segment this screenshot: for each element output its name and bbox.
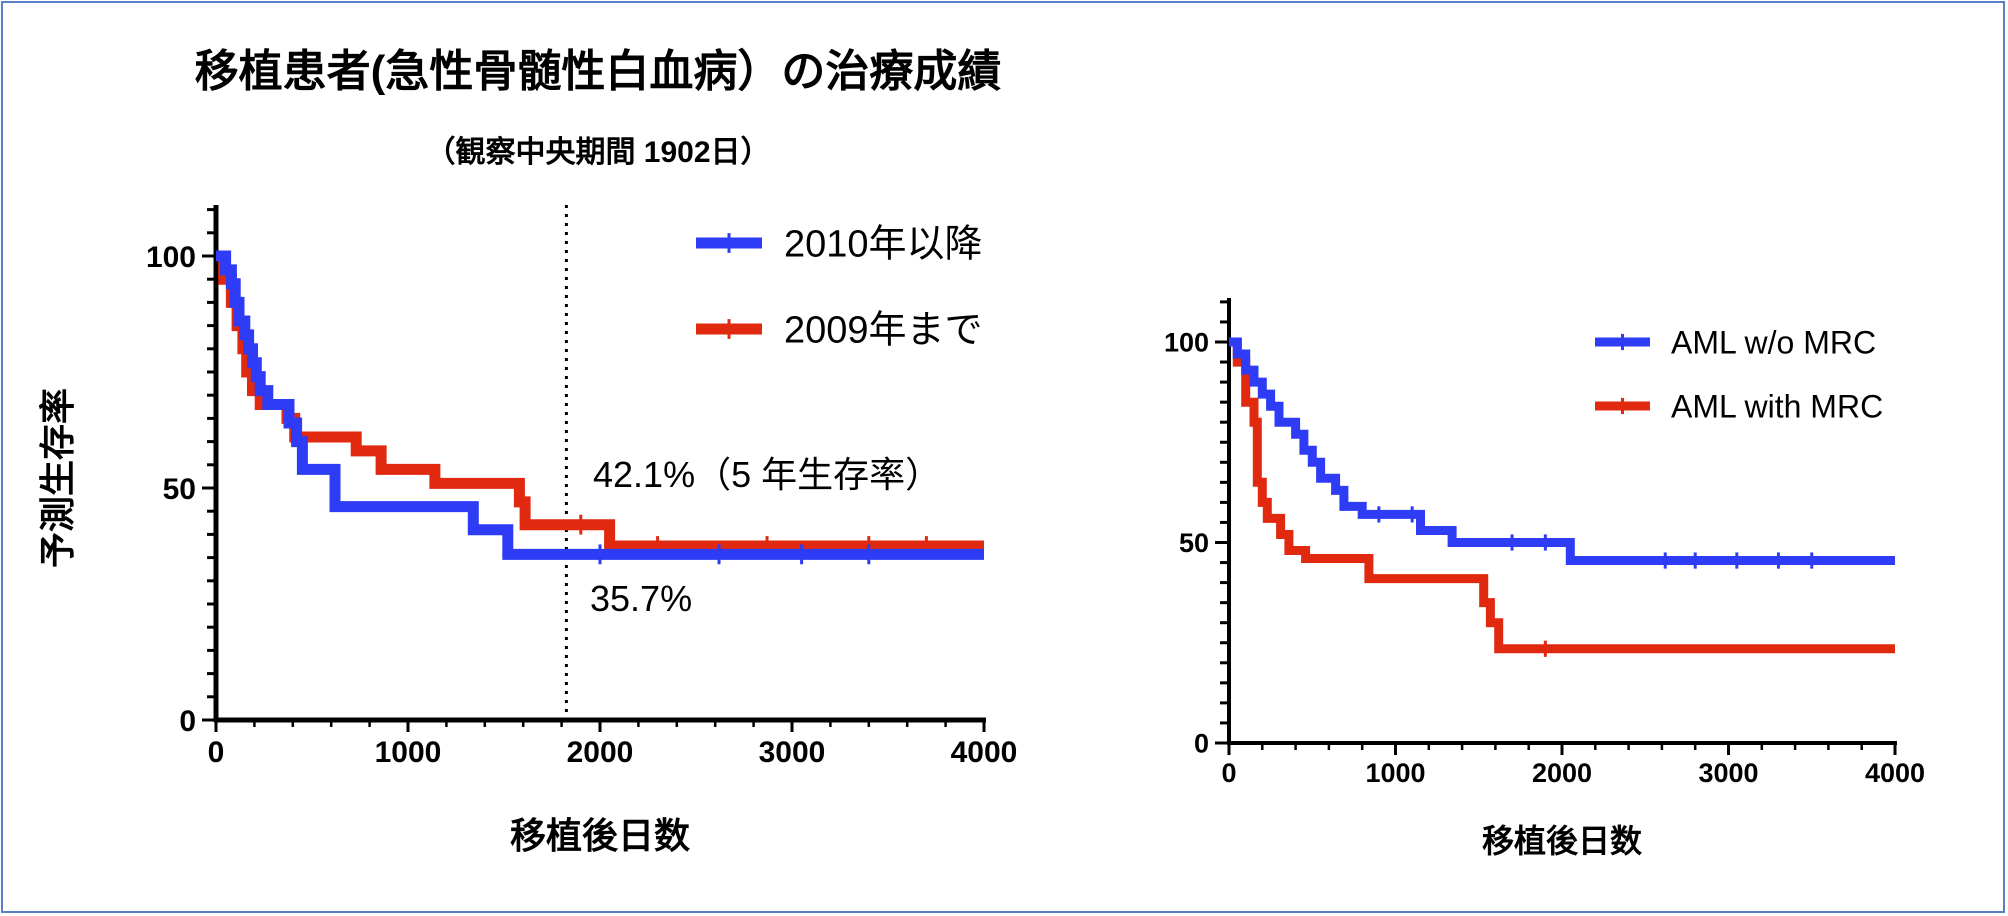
chart-title: 移植患者(急性骨髄性白血病）の治療成績 (195, 47, 1002, 96)
y-tick-label: 50 (163, 473, 196, 506)
x-tick-label: 1000 (1365, 758, 1425, 788)
x-tick-label: 4000 (951, 736, 1018, 769)
chart-subtitle: （観察中央期間 1902日） (425, 135, 770, 169)
x-axis-label: 移植後日数 (510, 815, 690, 856)
x-tick-label: 2000 (567, 736, 634, 769)
annotation-label: 42.1%（5 年生存率） (593, 454, 941, 495)
y-tick-label: 100 (146, 241, 196, 274)
x-axis-label: 移植後日数 (1482, 823, 1643, 859)
y-tick-label: 50 (1179, 528, 1209, 558)
annotation-label: 35.7% (590, 578, 692, 619)
legend-label: AML w/o MRC (1671, 325, 1876, 361)
series-line-blue (1229, 337, 1895, 565)
x-tick-label: 4000 (1865, 758, 1925, 788)
y-tick-label: 0 (1194, 729, 1209, 759)
legend-label: 2010年以降 (784, 224, 983, 266)
x-tick-label: 3000 (1698, 758, 1758, 788)
y-tick-label: 0 (179, 705, 196, 738)
series-line-blue (216, 250, 984, 560)
x-tick-label: 0 (1221, 758, 1236, 788)
y-tick-label: 100 (1164, 328, 1209, 358)
legend-label: 2009年まで (784, 310, 983, 352)
x-tick-label: 1000 (375, 736, 442, 769)
x-tick-label: 2000 (1532, 758, 1592, 788)
x-tick-label: 0 (208, 736, 225, 769)
x-tick-label: 3000 (759, 736, 826, 769)
legend-label: AML with MRC (1671, 389, 1883, 425)
y-axis-label: 予測生存率 (37, 388, 78, 568)
series-line-red (1229, 337, 1895, 654)
